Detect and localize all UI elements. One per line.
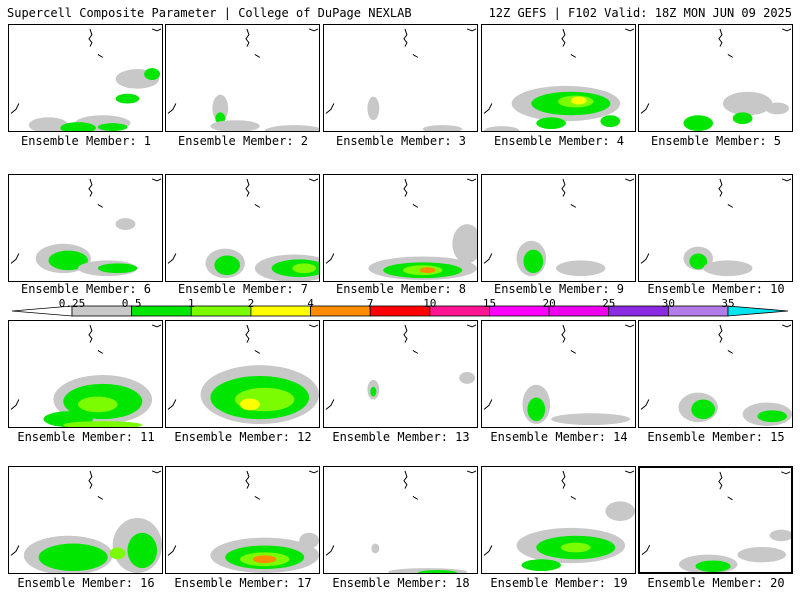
colorbar-segment	[369, 305, 431, 317]
ensemble-panel-11	[8, 320, 163, 428]
ensemble-panel-10	[638, 174, 793, 282]
scp-field-map	[10, 178, 162, 277]
colorbar-tick-label: 30	[661, 297, 675, 310]
scp-field-map	[325, 324, 477, 410]
ensemble-panel-8	[323, 174, 478, 282]
ensemble-member-label: Ensemble Member: 3	[335, 134, 467, 148]
ensemble-member-label: Ensemble Member: 16	[17, 576, 155, 590]
ensemble-member-label: Ensemble Member: 11	[17, 430, 155, 444]
ensemble-panel-9	[481, 174, 636, 282]
scp-field-map	[483, 470, 635, 572]
ensemble-member-label: Ensemble Member: 14	[490, 430, 628, 444]
colorbar-tick-label: 0.5	[121, 297, 142, 310]
colorbar-tick-label: 25	[602, 297, 616, 310]
colorbar-segment	[727, 305, 788, 317]
colorbar-tick-label: 10	[423, 297, 437, 310]
ensemble-member-label: Ensemble Member: 5	[650, 134, 782, 148]
ensemble-panel-14	[481, 320, 636, 428]
colorbar-segment	[667, 305, 729, 317]
scp-field-map	[325, 470, 477, 573]
ensemble-panel-1	[8, 24, 163, 132]
ensemble-member-label: Ensemble Member: 1	[20, 134, 152, 148]
colorbar-tick-label: 0.25	[58, 297, 86, 310]
ensemble-member-label: Ensemble Member: 9	[493, 282, 625, 296]
scp-field-map	[325, 178, 477, 281]
scp-field-map	[10, 324, 162, 427]
colorbar-tick-label: 35	[721, 297, 735, 310]
scp-field-map	[483, 324, 635, 426]
ensemble-panel-6	[8, 174, 163, 282]
colorbar-segment	[190, 305, 252, 317]
ensemble-panel-16	[8, 466, 163, 574]
scp-field-map	[10, 470, 162, 573]
colorbar-segment	[608, 305, 669, 317]
scp-field-map	[10, 28, 162, 131]
colorbar-tick-label: 15	[482, 297, 497, 310]
ensemble-panel-19	[481, 466, 636, 574]
ensemble-member-label: Ensemble Member: 15	[647, 430, 785, 444]
ensemble-member-label: Ensemble Member: 4	[493, 134, 625, 148]
colorbar-tick-label: 20	[542, 297, 556, 310]
ensemble-member-label: Ensemble Member: 2	[177, 134, 309, 148]
ensemble-member-label: Ensemble Member: 17	[174, 576, 312, 590]
ensemble-panel-4	[481, 24, 636, 132]
ensemble-panel-7	[165, 174, 320, 282]
colorbar-tick-label: 4	[307, 297, 314, 310]
colorbar-tick-label: 2	[247, 297, 255, 310]
ensemble-panel-20	[638, 466, 793, 574]
valid-time: 12Z GEFS | F102 Valid: 18Z MON JUN 09 20…	[488, 6, 792, 20]
ensemble-member-label: Ensemble Member: 18	[332, 576, 470, 590]
ensemble-member-label: Ensemble Member: 20	[647, 576, 785, 590]
scp-field-map	[640, 178, 792, 277]
scp-field-map	[483, 28, 635, 131]
ensemble-panel-15	[638, 320, 793, 428]
scp-field-map	[640, 28, 792, 131]
colorbar-tick-label: 7	[366, 297, 374, 310]
ensemble-member-label: Ensemble Member: 6	[20, 282, 152, 296]
ensemble-member-label: Ensemble Member: 7	[177, 282, 309, 296]
scp-field-map	[640, 324, 792, 427]
colorbar-segment	[310, 305, 371, 317]
scp-field-map	[167, 470, 319, 573]
colorbar-graphic	[12, 305, 788, 317]
colorbar-segment	[250, 305, 311, 317]
ensemble-panel-2	[165, 24, 320, 132]
colorbar	[12, 300, 788, 322]
ensemble-member-label: Ensemble Member: 10	[647, 282, 785, 296]
ensemble-panel-12	[165, 320, 320, 428]
page-title: Supercell Composite Parameter | College …	[7, 6, 412, 20]
ensemble-member-label: Ensemble Member: 13	[332, 430, 470, 444]
ensemble-panel-3	[323, 24, 478, 132]
colorbar-tick-label: 1	[187, 297, 195, 310]
scp-field-map	[483, 178, 635, 277]
scp-field-map	[167, 178, 319, 281]
colorbar-segment	[489, 305, 550, 317]
ensemble-panel-13	[323, 320, 478, 428]
scp-field-map	[641, 471, 791, 572]
ensemble-member-label: Ensemble Member: 8	[335, 282, 467, 296]
ensemble-panel-5	[638, 24, 793, 132]
scp-field-map	[167, 324, 319, 425]
ensemble-panel-17	[165, 466, 320, 574]
colorbar-segment	[548, 305, 610, 317]
scp-field-map	[325, 28, 477, 131]
ensemble-member-label: Ensemble Member: 12	[174, 430, 312, 444]
ensemble-panel-18	[323, 466, 478, 574]
scp-field-map	[167, 28, 319, 131]
ensemble-member-label: Ensemble Member: 19	[490, 576, 628, 590]
colorbar-segment	[429, 305, 490, 317]
